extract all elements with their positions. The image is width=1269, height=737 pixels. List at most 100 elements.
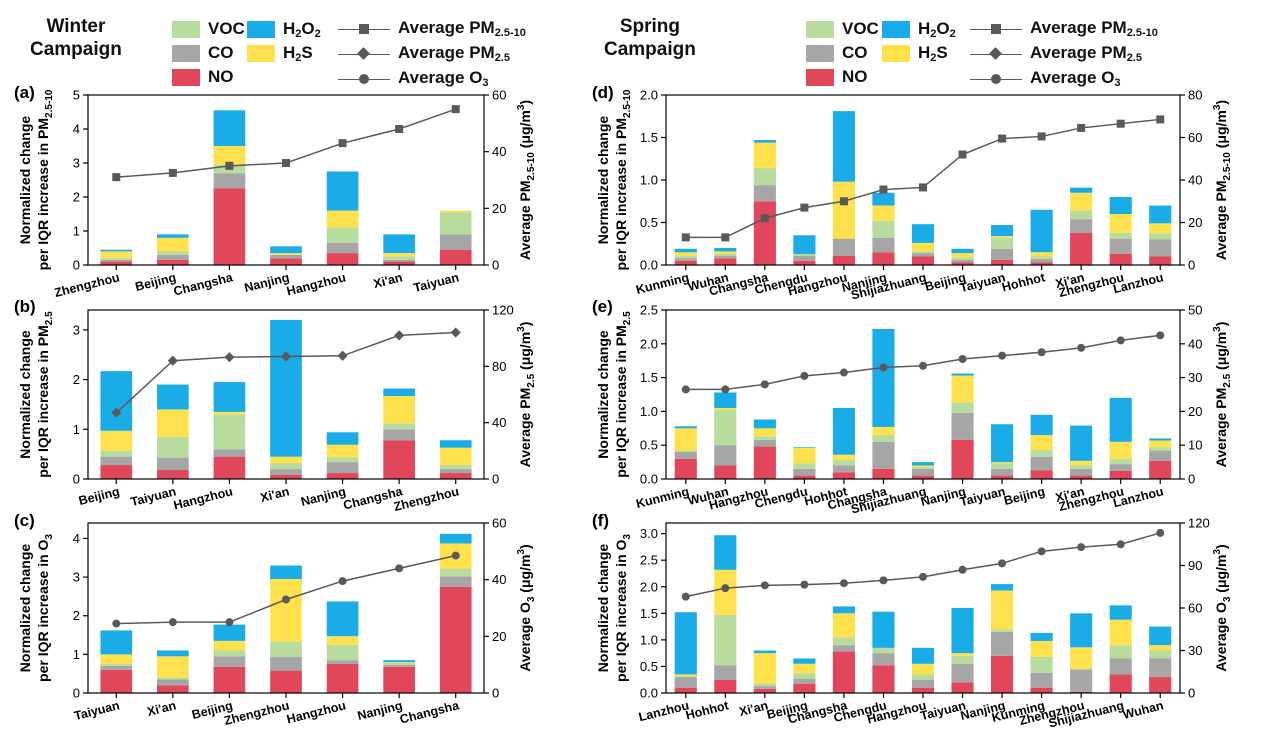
xtick-label-b: Hangzhou <box>172 484 234 512</box>
bar-e-co-4 <box>832 465 855 473</box>
bar-c-co-6 <box>439 576 472 587</box>
y2label-b: Average PM2.5​ (μg/m3​) <box>516 322 537 468</box>
bar-d-voc-5 <box>872 220 895 238</box>
bar-d-h2s-2 <box>753 142 776 169</box>
bar-b-voc-3 <box>270 463 302 470</box>
bar-e-no-0 <box>674 458 697 479</box>
avg-point-f <box>681 592 690 601</box>
bar-f-h2s-4 <box>832 613 855 638</box>
bar-a-h2s-0 <box>100 251 133 259</box>
axes-frame-e <box>665 309 1181 480</box>
avg-point-d <box>760 214 769 223</box>
bar-b-co-3 <box>270 469 302 476</box>
bar-c-co-0 <box>100 665 133 670</box>
bar-b-voc-2 <box>213 414 246 450</box>
bar-b-h2o2-6 <box>439 440 472 448</box>
bar-d-co-1 <box>714 255 737 259</box>
bar-c-h2o2-5 <box>383 660 415 663</box>
avg-point-c <box>282 595 290 604</box>
legend-voc-spring: VOC <box>806 19 879 39</box>
bar-b-h2s-0 <box>100 430 133 451</box>
avg-point-e <box>800 371 809 380</box>
bar-e-voc-4 <box>832 460 855 466</box>
ytick-label-a: 2 <box>73 190 80 205</box>
bar-a-no-3 <box>270 258 302 265</box>
legend-h2o2-swatch <box>247 21 275 38</box>
bar-f-co-4 <box>832 645 855 652</box>
bar-c-voc-3 <box>270 641 302 658</box>
avg-point-b <box>337 350 348 361</box>
avg-point-c <box>168 618 177 627</box>
avg-point-f <box>760 581 769 590</box>
bar-e-co-7 <box>951 412 974 440</box>
y2tick-label-d: 40 <box>1188 173 1202 188</box>
bar-d-h2o2-12 <box>1149 205 1172 224</box>
xtick-label-f: Hohhot <box>684 698 731 722</box>
bar-f-co-12 <box>1149 658 1172 678</box>
avg-point-e <box>760 380 769 389</box>
xtick-label-c: Zhengzhou <box>223 698 291 728</box>
bar-d-co-3 <box>793 255 816 261</box>
avg-point-f <box>879 576 888 585</box>
y2tick-label-e: 40 <box>1188 336 1202 351</box>
bar-d-h2s-6 <box>911 242 935 252</box>
bar-e-voc-9 <box>1030 449 1053 457</box>
avg-point-c <box>338 577 347 586</box>
bar-d-h2s-8 <box>991 236 1014 238</box>
bar-e-h2s-0 <box>674 428 697 451</box>
legend-no-spring-swatch <box>806 68 834 86</box>
avg-point-e <box>721 385 730 394</box>
legend-avg-pm25-spring: Average PM2.5 <box>970 43 1142 64</box>
bar-e-co-1 <box>714 445 737 466</box>
bar-c-h2o2-1 <box>157 650 189 657</box>
bar-f-voc-4 <box>832 637 855 646</box>
bar-b-h2s-1 <box>157 409 189 437</box>
bar-d-h2s-12 <box>1149 223 1172 234</box>
bar-a-no-4 <box>326 253 359 265</box>
avg-point-b <box>450 327 461 338</box>
panel-label-f: (f) <box>592 511 609 530</box>
bar-d-no-7 <box>951 262 974 265</box>
bar-f-h2o2-7 <box>951 608 974 654</box>
y2tick-label-a: 40 <box>492 144 506 159</box>
ytick-label-d: 0.0 <box>640 258 658 273</box>
bar-f-co-2 <box>753 686 776 689</box>
bar-c-no-3 <box>270 670 302 693</box>
avg-point-b <box>111 407 122 418</box>
bar-e-h2o2-8 <box>991 424 1014 463</box>
legend-co: CO <box>172 43 234 63</box>
xtick-label-c: Nanjing <box>356 698 404 723</box>
bar-e-h2s-7 <box>951 375 974 403</box>
panel-label-d: (d) <box>592 83 614 102</box>
bar-e-no-5 <box>872 468 895 479</box>
y2tick-label-e: 50 <box>1188 303 1202 318</box>
bar-f-h2o2-10 <box>1070 613 1093 648</box>
legend-avg-o3-spring: Average O3 <box>970 68 1121 89</box>
avg-point-b <box>394 330 405 341</box>
bar-c-voc-6 <box>439 568 472 577</box>
bar-e-h2s-12 <box>1149 440 1172 448</box>
xtick-label-e: Shijiazhuang <box>850 484 928 516</box>
bar-d-h2o2-2 <box>753 140 776 143</box>
avg-point-f <box>800 580 809 589</box>
bar-e-h2s-11 <box>1109 441 1132 459</box>
avg-point-e <box>839 368 848 377</box>
bar-e-no-1 <box>714 465 737 479</box>
bar-e-h2o2-9 <box>1030 414 1053 436</box>
bar-b-voc-6 <box>439 465 472 470</box>
bar-d-no-5 <box>872 252 895 265</box>
y2tick-label-b: 40 <box>492 415 506 430</box>
xtick-label-a: Nanjing <box>243 270 291 295</box>
bar-d-h2s-10 <box>1070 192 1093 211</box>
avg-point-f <box>1037 547 1046 556</box>
ylabel-e: per IQR increase in PM2.5​ <box>613 311 633 478</box>
avg-point-a <box>168 168 177 177</box>
legend-line-circle-icon <box>338 72 390 86</box>
bar-f-h2s-0 <box>674 674 697 676</box>
panel-label-c: (c) <box>14 511 35 530</box>
bar-c-voc-5 <box>383 662 415 665</box>
xtick-label-c: Hangzhou <box>285 698 347 726</box>
ylabel-c: per IQR increase in O3​ <box>35 534 55 682</box>
bar-d-voc-3 <box>793 253 816 256</box>
y2tick-label-f: 0 <box>1188 686 1195 701</box>
